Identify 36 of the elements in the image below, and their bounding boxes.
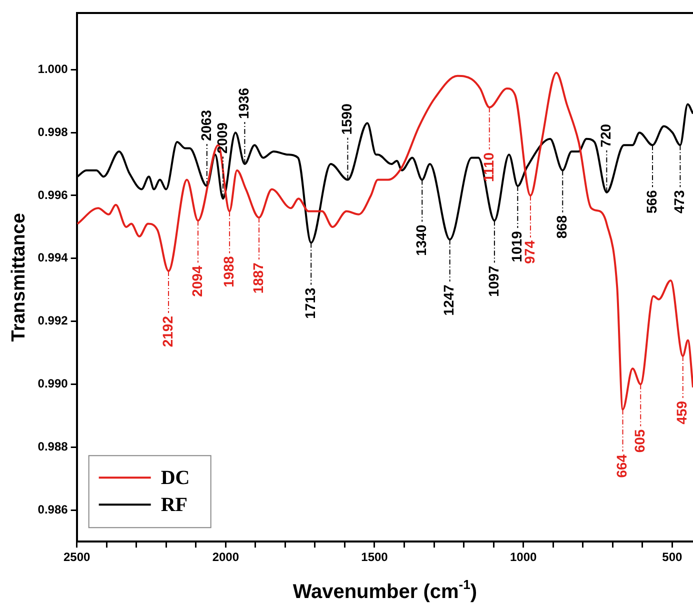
y-tick-label: 0.986: [38, 502, 68, 516]
annotation: 1887: [250, 262, 266, 294]
y-axis-title: Transmittance: [8, 212, 30, 342]
annotation: 1110: [480, 152, 496, 182]
x-tick-label: 2000: [212, 550, 240, 564]
annotation: 1936: [236, 88, 252, 120]
annotation: 2063: [198, 110, 214, 142]
legend-label: DC: [160, 466, 190, 489]
legend-label: RF: [160, 494, 188, 516]
annotation: 664: [614, 454, 630, 478]
x-tick-label: 2500: [63, 550, 90, 564]
x-tick-label: 1500: [361, 550, 388, 564]
annotation: 1713: [302, 287, 318, 319]
y-tick-label: 1.000: [38, 62, 68, 76]
annotation: 473: [671, 190, 688, 214]
annotation: 1988: [220, 256, 236, 288]
y-tick-label: 0.990: [38, 376, 68, 391]
x-tick-label: 1000: [510, 550, 537, 564]
annotation: 1340: [412, 224, 429, 256]
annotation: 2009: [214, 122, 230, 154]
annotation: 1097: [485, 265, 502, 297]
y-tick-label: 0.998: [38, 124, 68, 139]
annotation: 566: [643, 190, 660, 214]
annotation: 2094: [188, 265, 205, 297]
annotation: 459: [674, 400, 690, 424]
annotation: 1247: [440, 284, 457, 316]
y-tick-label: 0.994: [38, 250, 68, 265]
annotation: 1590: [338, 103, 355, 135]
y-tick-label: 0.992: [38, 314, 68, 328]
annotation: 2192: [159, 316, 176, 348]
annotation: 868: [553, 215, 570, 239]
y-tick-label: 0.988: [38, 440, 68, 454]
x-tick-label: 500: [662, 550, 682, 564]
annotation: 720: [598, 124, 614, 148]
y-tick-label: 0.996: [38, 188, 68, 202]
annotation: 605: [631, 429, 648, 453]
